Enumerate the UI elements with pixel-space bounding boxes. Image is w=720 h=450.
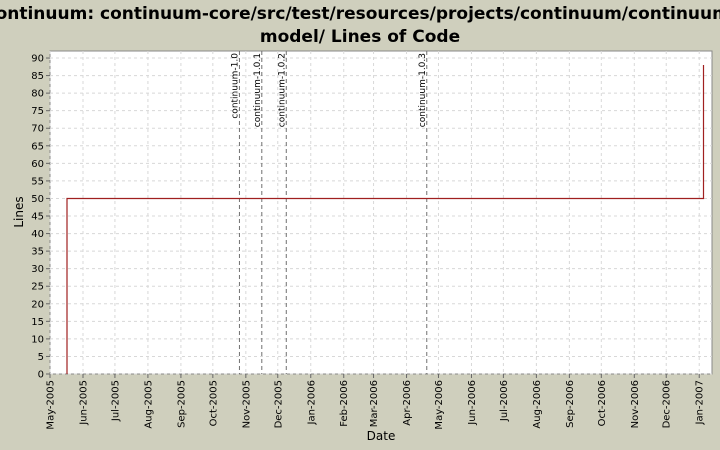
release-marker-label: continuum-1.0.3 — [418, 53, 428, 127]
x-tick-label: Sep-2005 — [176, 380, 187, 428]
x-tick-label: Feb-2006 — [339, 380, 350, 427]
y-tick-label: 75 — [31, 106, 44, 117]
y-tick-label: 50 — [31, 194, 44, 205]
y-tick-label: 30 — [31, 264, 44, 275]
chart-title-line-1: Continuum: continuum-core/src/test/resou… — [0, 4, 720, 24]
y-tick-label: 15 — [31, 317, 44, 328]
x-axis-label: Date — [367, 429, 396, 443]
release-marker-label: continuum-1.0.1 — [253, 53, 263, 127]
x-tick-label: Nov-2005 — [241, 380, 252, 428]
x-tick-label: Oct-2006 — [597, 380, 608, 426]
x-tick-label: Jan-2006 — [306, 380, 317, 425]
y-tick-label: 55 — [31, 176, 44, 187]
y-tick-label: 85 — [31, 71, 44, 82]
x-tick-label: Aug-2005 — [143, 380, 154, 429]
x-tick-label: Nov-2006 — [630, 380, 641, 428]
grid-lines — [49, 51, 712, 375]
y-tick-label: 65 — [31, 141, 44, 152]
series-layer — [66, 65, 705, 374]
y-tick-label: 45 — [31, 212, 44, 223]
x-tick-label: Dec-2006 — [662, 380, 673, 428]
x-tick-label: May-2005 — [46, 380, 57, 430]
y-tick-label: 0 — [38, 370, 44, 381]
x-tick-label: May-2006 — [434, 380, 445, 430]
y-tick-label: 60 — [31, 159, 44, 170]
y-tick-label: 35 — [31, 247, 44, 258]
x-tick-label: Dec-2005 — [273, 380, 284, 428]
y-tick-label: 70 — [31, 124, 44, 135]
x-axis-ticks: May-2005 Jun-2005 Jul-2005 Aug-2005 Sep-2005… — [46, 374, 706, 430]
x-tick-label: Oct-2005 — [208, 380, 219, 426]
y-axis-label: Lines — [12, 196, 26, 227]
y-tick-label: 90 — [31, 54, 44, 65]
release-markers: continuum-1.0 continuum-1.0.1 continuum-1.… — [230, 51, 428, 374]
plot-area — [49, 50, 713, 375]
lines-of-code-series — [66, 65, 705, 374]
x-tick-label: Jun-2006 — [467, 380, 478, 426]
x-tick-label: Mar-2006 — [369, 380, 380, 427]
x-tick-label: Apr-2006 — [402, 380, 413, 426]
y-tick-label: 80 — [31, 89, 44, 100]
x-tick-label: Jul-2006 — [499, 380, 510, 422]
y-tick-label: 5 — [38, 352, 44, 363]
y-tick-label: 25 — [31, 282, 44, 293]
y-tick-label: 40 — [31, 229, 44, 240]
x-tick-label: Jun-2005 — [78, 380, 89, 426]
x-tick-label: Aug-2006 — [532, 380, 543, 429]
x-tick-label: Jul-2005 — [110, 380, 121, 422]
y-tick-label: 20 — [31, 299, 44, 310]
x-tick-label: Jan-2007 — [695, 380, 706, 425]
chart-title-line-2: model/ Lines of Code — [260, 27, 460, 47]
x-tick-label: Sep-2006 — [565, 380, 576, 428]
release-marker-label: continuum-1.0.2 — [277, 53, 287, 127]
release-marker-label: continuum-1.0 — [230, 53, 240, 119]
y-tick-label: 10 — [31, 334, 44, 345]
y-axis-ticks: 0 5 10 15 20 25 30 35 40 45 50 55 60 65 70 75 80 85 90 — [31, 54, 50, 381]
